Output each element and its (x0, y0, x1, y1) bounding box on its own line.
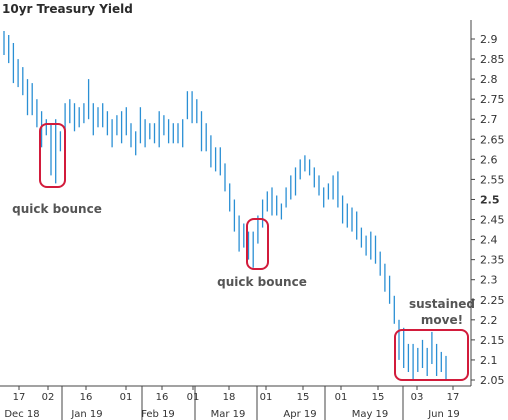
x-tick-label: 17 (447, 392, 460, 403)
y-tick-label: 2.7 (480, 113, 498, 126)
x-tick-label: 01 (120, 392, 133, 403)
y-tick-label: 2.05 (480, 374, 505, 387)
y-tick-label: 2.55 (480, 173, 505, 186)
y-tick-label: 2.3 (480, 274, 498, 287)
price-bars (3, 31, 447, 380)
y-tick-label: 2.9 (480, 33, 498, 46)
y-tick-label: 2.35 (480, 254, 505, 267)
annotation-box (246, 218, 269, 270)
annotation-label: sustained (409, 297, 475, 311)
annotation-label: quick bounce (217, 275, 307, 289)
y-tick-label: 2.65 (480, 133, 505, 146)
y-tick-label: 2.1 (480, 354, 498, 367)
y-tick-label: 2.25 (480, 294, 505, 307)
x-axis: 17 02 16 01 16 01 18 01 15 01 15 03 17 Dec 18 Jan 19 Fe… (0, 385, 471, 420)
x-tick-label: 16 (156, 392, 169, 403)
x-month-label: Feb 19 (141, 409, 175, 420)
x-tick-label: 15 (372, 392, 385, 403)
x-month-label: Jan 19 (70, 409, 102, 420)
x-month-label: Mar 19 (211, 409, 246, 420)
x-tick-label: 02 (42, 392, 55, 403)
annotation-label: move! (421, 313, 463, 327)
x-month-label: Dec 18 (4, 409, 39, 420)
annotation-label: quick bounce (12, 202, 102, 216)
x-tick-label: 01 (187, 392, 200, 403)
y-tick-label: 2.75 (480, 93, 505, 106)
y-tick-label: 2.2 (480, 314, 498, 327)
chart-title: 10yr Treasury Yield (2, 2, 133, 16)
x-tick-label: 01 (335, 392, 348, 403)
x-month-label: May 19 (352, 409, 389, 420)
x-tick-label: 17 (13, 392, 26, 403)
y-tick-label: 2.6 (480, 153, 498, 166)
x-tick-label: 18 (223, 392, 236, 403)
annotation-box (394, 329, 469, 381)
x-month-label: Jun 19 (427, 409, 460, 420)
y-tick-label: 2.45 (480, 214, 505, 227)
x-tick-label: 16 (80, 392, 93, 403)
x-tick-label: 01 (260, 392, 273, 403)
y-tick-label: 2.15 (480, 334, 505, 347)
y-tick-label: 2.85 (480, 53, 505, 66)
y-tick-label: 2.8 (480, 73, 498, 86)
y-axis: 2.9 2.85 2.8 2.75 2.7 2.65 2.6 2.55 2.5 2.45 2.4 2.… (470, 20, 505, 387)
x-month-label: Apr 19 (283, 409, 316, 420)
x-tick-label: 15 (297, 392, 310, 403)
y-tick-label: 2.4 (480, 234, 498, 247)
y-tick-label: 2.5 (480, 193, 500, 206)
x-tick-label: 03 (411, 392, 424, 403)
annotations: quick bounce quick bounce sustained move! (12, 123, 475, 381)
annotation-box (39, 123, 66, 188)
